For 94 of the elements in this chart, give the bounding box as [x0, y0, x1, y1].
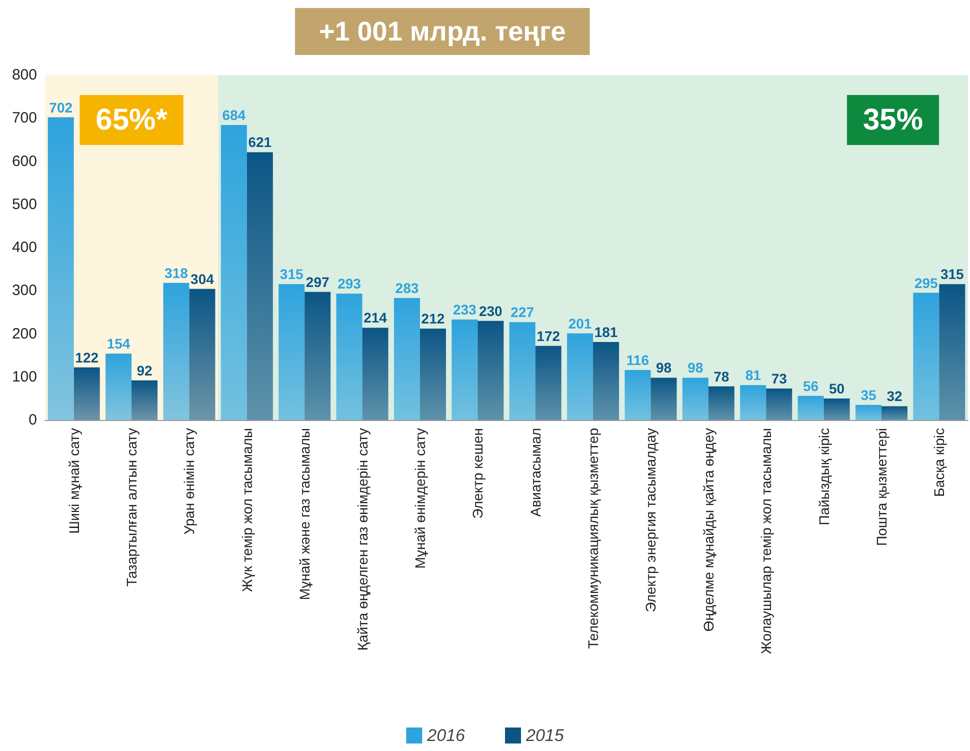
bar [478, 320, 504, 420]
data-label: 702 [49, 99, 73, 116]
bar [798, 396, 824, 420]
data-label: 56 [802, 378, 819, 394]
data-label: 214 [364, 310, 388, 326]
bar [48, 117, 74, 420]
data-label: 81 [745, 367, 762, 384]
y-tick-label: 0 [28, 412, 37, 428]
x-tick-label: Электр энергия тасымалдау [642, 428, 659, 612]
x-tick-label: Басқа кіріс [931, 428, 948, 497]
bar [362, 328, 388, 420]
bar [452, 320, 478, 420]
data-label: 304 [190, 270, 214, 287]
bar [420, 328, 446, 420]
x-tick-label: Электр кешен [470, 428, 486, 519]
bar [246, 152, 273, 420]
data-label: 212 [421, 310, 445, 327]
y-tick-label: 800 [12, 66, 37, 84]
x-tick-label: Пайыздық кіріс [816, 428, 832, 526]
data-label: 293 [338, 276, 362, 292]
data-label: 78 [714, 368, 730, 384]
bar [509, 322, 536, 420]
y-tick-label: 200 [12, 325, 37, 342]
data-label: 297 [306, 274, 330, 290]
data-label: 201 [568, 315, 592, 332]
data-label: 50 [828, 380, 845, 396]
data-label: 73 [771, 370, 788, 387]
bar [74, 367, 100, 420]
x-tick-label: Қайта өңделген газ өнімдерін сату [354, 428, 370, 651]
bar [650, 378, 677, 420]
bar [535, 346, 562, 420]
y-tick-label: 700 [12, 110, 37, 127]
bar [855, 404, 882, 420]
bar [593, 342, 620, 420]
data-label: 154 [106, 336, 130, 352]
x-tick-label: Өңделме мұнайды қайта өңдеу [700, 428, 716, 632]
data-label: 315 [280, 266, 304, 282]
band-label: 65%* [96, 104, 168, 136]
legend-label: 2015 [525, 726, 564, 745]
bar [304, 292, 331, 420]
bar [708, 386, 734, 420]
y-tick-label: 300 [12, 282, 37, 300]
data-label: 172 [536, 328, 560, 344]
x-tick-label: Жолаушылар темір жол тасымалы [758, 428, 774, 654]
bar [913, 292, 940, 420]
bar [624, 370, 651, 420]
bar [939, 284, 966, 420]
bar [567, 333, 594, 420]
y-tick-label: 100 [12, 368, 37, 386]
y-tick-label: 400 [12, 239, 37, 256]
data-label: 92 [136, 362, 153, 378]
data-label: 318 [164, 264, 188, 281]
band-label: 35% [862, 104, 924, 136]
data-label: 295 [914, 274, 938, 291]
data-label: 227 [510, 304, 534, 320]
bar [740, 385, 766, 420]
bar [682, 378, 708, 420]
x-tick-label: Телекоммуникациялық қызметтер [585, 428, 602, 649]
data-label: 684 [222, 107, 246, 124]
x-tick-label: Тазартылған алтын сату [124, 428, 140, 586]
data-label: 122 [75, 349, 99, 366]
chart-title: +1 001 млрд. теңге [319, 16, 566, 46]
x-tick-label: Мұнай өнімдерін сату [412, 428, 428, 569]
bar [881, 406, 908, 420]
data-label: 98 [656, 360, 672, 376]
bar [132, 380, 158, 420]
legend-label: 2016 [426, 726, 466, 745]
y-tick-label: 500 [12, 196, 37, 213]
data-label: 116 [626, 352, 650, 368]
bar [394, 298, 420, 420]
bar [766, 388, 792, 420]
data-label: 283 [395, 280, 419, 296]
data-label: 621 [248, 134, 272, 150]
x-tick-label: Шикі мұнай сату [66, 428, 82, 534]
bar [336, 294, 362, 420]
bar [824, 398, 850, 420]
data-label: 32 [886, 388, 902, 404]
data-label: 98 [688, 360, 704, 376]
data-label: 315 [940, 266, 964, 282]
bar [220, 125, 247, 420]
data-label: 35 [860, 386, 876, 403]
y-tick-label: 600 [12, 152, 37, 170]
x-tick-label: Пошта қызметтері [873, 428, 890, 546]
x-tick-label: Авиатасымал [527, 428, 544, 517]
x-tick-label: Уран өнімін сату [181, 428, 198, 534]
data-label: 233 [452, 302, 477, 318]
x-tick-label: Жүк темір жол тасымалы [238, 428, 255, 592]
bar [189, 288, 216, 420]
bar [163, 282, 190, 420]
bar [278, 284, 305, 420]
data-label: 230 [478, 302, 503, 319]
bar [106, 354, 132, 420]
x-tick-label: Мұнай және газ тасымалы [296, 428, 313, 600]
data-label: 181 [594, 324, 618, 340]
